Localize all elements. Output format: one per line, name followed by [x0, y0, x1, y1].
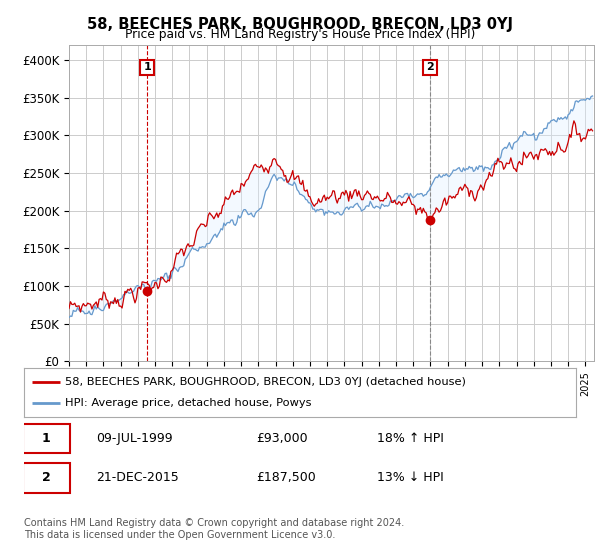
- Text: Contains HM Land Registry data © Crown copyright and database right 2024.
This d: Contains HM Land Registry data © Crown c…: [24, 518, 404, 540]
- Text: 1: 1: [42, 432, 50, 445]
- Text: 58, BEECHES PARK, BOUGHROOD, BRECON, LD3 0YJ (detached house): 58, BEECHES PARK, BOUGHROOD, BRECON, LD3…: [65, 377, 466, 387]
- FancyBboxPatch shape: [23, 423, 70, 454]
- FancyBboxPatch shape: [23, 463, 70, 493]
- Text: HPI: Average price, detached house, Powys: HPI: Average price, detached house, Powy…: [65, 398, 312, 408]
- Text: 2: 2: [426, 62, 434, 72]
- Text: £93,000: £93,000: [256, 432, 307, 445]
- Text: 58, BEECHES PARK, BOUGHROOD, BRECON, LD3 0YJ: 58, BEECHES PARK, BOUGHROOD, BRECON, LD3…: [87, 17, 513, 32]
- Text: £187,500: £187,500: [256, 471, 316, 484]
- Text: 2: 2: [42, 471, 50, 484]
- Text: 09-JUL-1999: 09-JUL-1999: [96, 432, 172, 445]
- Text: 13% ↓ HPI: 13% ↓ HPI: [377, 471, 444, 484]
- Text: 21-DEC-2015: 21-DEC-2015: [96, 471, 179, 484]
- Text: 18% ↑ HPI: 18% ↑ HPI: [377, 432, 444, 445]
- Text: 1: 1: [143, 62, 151, 72]
- Text: Price paid vs. HM Land Registry's House Price Index (HPI): Price paid vs. HM Land Registry's House …: [125, 28, 475, 41]
